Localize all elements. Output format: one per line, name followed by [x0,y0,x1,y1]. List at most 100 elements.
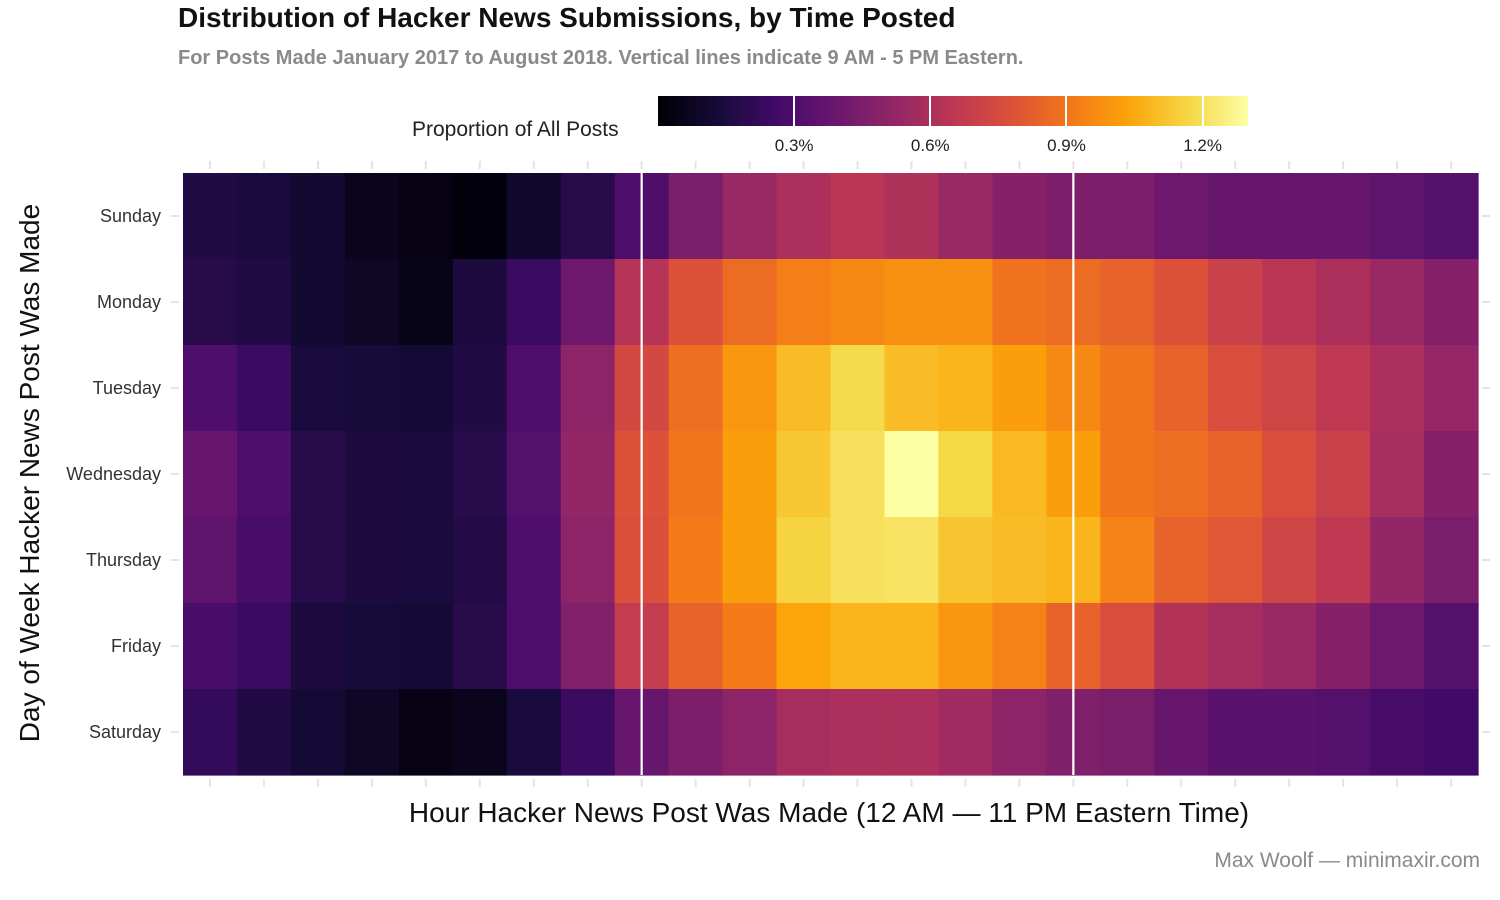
heatmap-cell [452,431,508,518]
heatmap-cell [1424,431,1479,518]
heatmap-cell [506,603,562,690]
heatmap-cell [1424,345,1479,432]
heatmap-cell [830,431,886,518]
heatmap-cell [183,431,238,518]
heatmap-cell [452,689,508,776]
heatmap-cell [992,173,1047,260]
heatmap-cell [1208,517,1263,604]
heatmap-cell [290,603,346,690]
heatmap-cell [1262,173,1317,260]
heatmap-cell [183,345,238,432]
heatmap-cell [776,603,832,690]
heatmap-cell [452,259,508,346]
heatmap-cell [290,517,346,604]
heatmap-cell [884,689,940,776]
heatmap-cell [290,345,346,432]
heatmap-cell [560,603,616,690]
y-tick-label: Thursday [86,550,161,570]
heatmap-cell [1208,345,1263,432]
heatmap-cell [344,345,400,432]
heatmap-cell [1262,517,1317,604]
heatmap-cell [1316,517,1371,604]
heatmap-cell [1424,173,1479,260]
heatmap-cell [1100,517,1155,604]
heatmap-cell [776,173,832,260]
heatmap-cell [236,345,292,432]
heatmap-cell [1262,431,1317,518]
heatmap-cell [1100,259,1155,346]
heatmap-cell [560,689,616,776]
heatmap-cell [1316,259,1371,346]
heatmap-cell [1100,603,1155,690]
heatmap-cell [344,517,400,604]
heatmap-cell [1208,173,1263,260]
heatmap-cell [992,259,1047,346]
legend-tick-label: 1.2% [1183,136,1222,155]
heatmap-cell [1154,259,1209,346]
heatmap-cell [398,689,454,776]
legend-tick-mark [1065,96,1068,126]
heatmap-cell [506,259,562,346]
heatmap-cell [830,603,886,690]
heatmap-cell [1154,603,1209,690]
heatmap-cell [884,603,940,690]
heatmap-cell [722,689,778,776]
heatmap-cell [722,603,778,690]
y-tick-label: Friday [111,636,161,656]
y-tick-label: Tuesday [93,378,161,398]
chart-title: Distribution of Hacker News Submissions,… [178,2,956,33]
heatmap-cell [884,431,940,518]
heatmap-cell [1370,259,1425,346]
heatmap-cell [1154,173,1209,260]
heatmap-cell [1424,689,1479,776]
legend-tick-mark [929,96,932,126]
heatmap-cell [722,431,778,518]
legend-tick-label: 0.9% [1047,136,1086,155]
heatmap-cell [1316,603,1371,690]
legend-title: Proportion of All Posts [412,118,619,141]
heatmap-cell [1370,603,1425,690]
heatmap-cell [722,173,778,260]
heatmap-cell [992,431,1047,518]
heatmap-cell [452,603,508,690]
heatmap-cell [938,517,993,604]
heatmap-cell [398,603,454,690]
heatmap-cell [1424,259,1479,346]
heatmap-cell [398,517,454,604]
heatmap-cell [776,517,832,604]
heatmap-cell [236,431,292,518]
heatmap-cell [884,517,940,604]
x-axis-label: Hour Hacker News Post Was Made (12 AM — … [408,797,1250,828]
chart-subtitle: For Posts Made January 2017 to August 20… [178,47,1024,69]
heatmap-cell [344,173,400,260]
heatmap-cell [992,689,1047,776]
heatmap-cell [938,345,993,432]
heatmap-cell [992,345,1047,432]
heatmap-cell [668,689,724,776]
legend-tick-label: 0.6% [910,136,950,155]
heatmap-cell [830,173,886,260]
heatmap-cell [830,689,886,776]
y-axis-label: Day of Week Hacker News Post Was Made [14,203,45,743]
heatmap-cell [1208,689,1263,776]
heatmap-cell [506,345,562,432]
heatmap-cell [398,431,454,518]
heatmap-cell [290,689,346,776]
heatmap-cell [1100,689,1155,776]
legend-tick-label: 0.3% [774,136,814,155]
heatmap-cell [776,689,832,776]
heatmap-cell [1208,431,1263,518]
heatmap-cell [938,431,993,518]
heatmap-cell [1316,431,1371,518]
heatmap-cell [1424,517,1479,604]
heatmap-cell [992,603,1047,690]
heatmap-cell [398,345,454,432]
heatmap-cell [1208,603,1263,690]
heatmap-cell [1316,173,1371,260]
heatmap-cell [560,431,616,518]
heatmap-cell [506,431,562,518]
heatmap-cell [344,431,400,518]
legend-tick-mark [793,96,796,126]
heatmap-cell [1370,517,1425,604]
